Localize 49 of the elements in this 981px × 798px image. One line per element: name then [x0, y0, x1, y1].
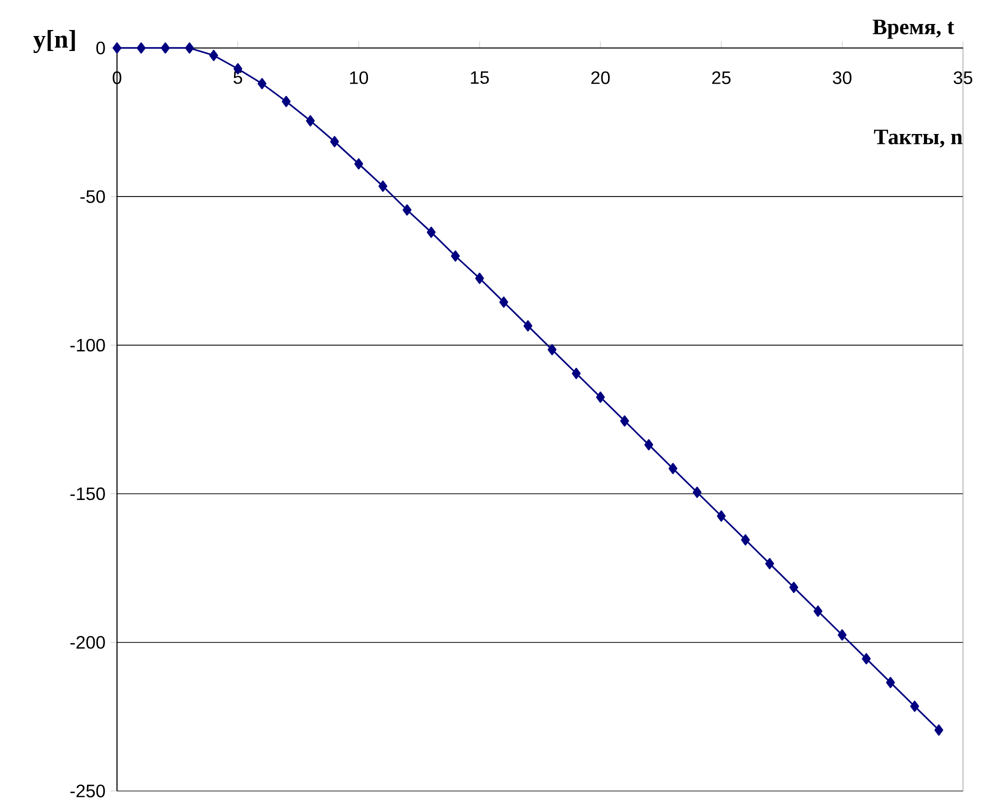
point	[716, 510, 726, 522]
x-tick-label: 20	[591, 71, 610, 84]
x-axis-title: Такты, n	[874, 130, 962, 148]
y-tick-label: -50	[80, 190, 105, 203]
x-tick-label: 25	[712, 71, 731, 84]
point	[209, 50, 218, 62]
y-tick-label: -200	[70, 636, 105, 649]
point	[185, 42, 194, 54]
point	[886, 676, 895, 688]
point	[258, 78, 266, 90]
y-tick-label: -250	[70, 784, 105, 798]
point	[668, 462, 678, 474]
point	[934, 724, 944, 736]
point	[862, 653, 871, 664]
point	[838, 629, 847, 641]
y-tick-label: -150	[70, 487, 105, 500]
point	[644, 439, 654, 450]
point	[765, 558, 774, 570]
point	[330, 136, 339, 148]
point	[112, 42, 122, 54]
point	[499, 296, 508, 308]
point	[692, 486, 702, 498]
y-axis-title: y[n]	[33, 30, 75, 54]
point	[136, 42, 146, 54]
x-tick-label: 30	[832, 71, 852, 84]
x-tick-label: 15	[470, 71, 489, 84]
point	[596, 392, 605, 403]
point	[475, 272, 484, 284]
point	[572, 368, 581, 380]
y-tick-label: -100	[70, 338, 105, 352]
text: Время, t	[872, 20, 954, 39]
point	[524, 320, 532, 332]
point	[451, 250, 460, 262]
point	[548, 344, 556, 356]
point	[354, 158, 364, 170]
x-tick-label: 10	[350, 71, 368, 84]
point	[620, 415, 630, 427]
point	[378, 180, 388, 192]
point	[282, 96, 291, 108]
y-tick-label: 0	[96, 42, 105, 54]
point	[426, 226, 436, 238]
x-tick-label: 35	[954, 71, 972, 84]
point	[160, 42, 170, 54]
point	[814, 606, 822, 617]
point	[306, 115, 315, 126]
point	[789, 582, 798, 594]
point	[402, 204, 412, 216]
point	[741, 534, 750, 546]
point	[910, 700, 920, 712]
